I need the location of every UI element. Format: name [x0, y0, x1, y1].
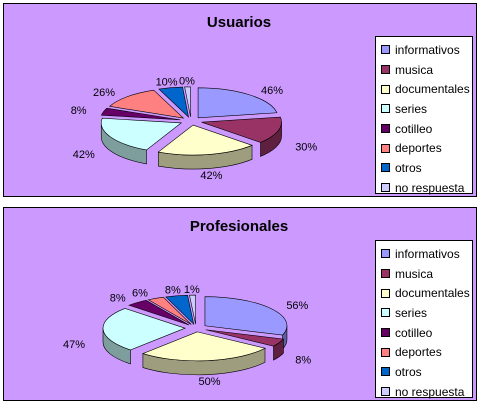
chart-title: Profesionales: [189, 218, 289, 235]
legend-label: musica: [395, 266, 434, 281]
pie-chart-profesionales: 56%8%50%47%8% 6% 8% 1%: [63, 284, 311, 388]
data-label: 42%: [200, 170, 222, 182]
pie-slice-informativos: [197, 87, 278, 119]
legend-item: deportes: [376, 342, 472, 362]
legend-swatch: [381, 45, 390, 55]
legend-swatch: [381, 183, 390, 193]
legend-label: cotilleo: [395, 325, 433, 340]
pie-slice-otros: [158, 86, 190, 118]
legend-item: otros: [376, 158, 472, 178]
legend-label: no respuesta: [395, 384, 465, 399]
pie-slice-documentales: [157, 124, 253, 156]
data-label: 56%: [286, 300, 308, 312]
pie-slice-documentales: [142, 331, 266, 362]
pie-slice-no-respuesta: [189, 294, 196, 325]
legend-swatch: [381, 308, 390, 318]
legend-swatch: [381, 65, 390, 75]
chart-panel-usuarios: Usuarios 46% 30% 42% 42% 8% 26% 10% 0% informat…: [3, 3, 477, 197]
legend-swatch: [381, 288, 390, 298]
pie-chart-usuarios: 46% 30% 42% 42% 8% 26% 10% 0%: [71, 75, 318, 182]
pie-slice-deportes: [108, 89, 185, 119]
data-label: 1%: [184, 284, 200, 296]
pie-slice-informativos: [204, 296, 288, 336]
legend: informativos musica documentales series coti…: [375, 36, 473, 195]
data-label: 6%: [132, 288, 148, 300]
legend-label: otros: [395, 160, 422, 175]
pie-slice-musica: [205, 329, 285, 347]
legend-label: series: [395, 305, 428, 320]
legend-swatch: [381, 328, 390, 338]
legend-swatch: [381, 249, 390, 259]
data-label: 8%: [165, 285, 181, 297]
legend-label: musica: [395, 62, 434, 77]
pie-slice-cotilleo: [100, 107, 181, 121]
legend-label: series: [395, 101, 428, 116]
data-label: 8%: [295, 355, 311, 367]
legend-swatch: [381, 367, 390, 377]
legend-item: documentales: [376, 283, 472, 303]
legend-swatch: [381, 84, 390, 94]
legend-label: documentales: [395, 286, 470, 301]
data-label: 10%: [156, 76, 178, 88]
legend-item: informativos: [376, 40, 472, 60]
legend-item: cotilleo: [376, 323, 472, 343]
data-label: 30%: [295, 141, 317, 153]
legend-swatch: [381, 143, 390, 153]
pie-slice-series: [100, 117, 183, 151]
legend-label: cotilleo: [395, 121, 433, 136]
legend-item: series: [376, 99, 472, 119]
data-label: 8%: [71, 105, 87, 117]
legend-item: musica: [376, 264, 472, 284]
data-label: 42%: [73, 149, 95, 161]
legend-swatch: [381, 124, 390, 134]
legend: informativos musica documentales series coti…: [375, 240, 473, 399]
legend-swatch: [381, 104, 390, 114]
data-label: 0%: [179, 75, 195, 87]
chart-panel-profesionales: Profesionales 56% 8% 50% 47% 8% 6% 8% 1% inform…: [3, 207, 477, 401]
legend-item: deportes: [376, 138, 472, 158]
legend-item: no respuesta: [376, 382, 472, 402]
pie-slice-musica: [201, 116, 282, 143]
data-label: 50%: [199, 376, 221, 388]
legend-swatch: [381, 387, 390, 397]
legend-item: cotilleo: [376, 119, 472, 139]
legend-label: no respuesta: [395, 180, 465, 195]
legend-item: documentales: [376, 79, 472, 99]
pie-slice-no-respuesta: [184, 86, 191, 117]
pie-slice-cotilleo: [128, 299, 190, 326]
legend-item: informativos: [376, 244, 472, 264]
pie-slice-series: [102, 308, 186, 351]
legend-item: no respuesta: [376, 178, 472, 198]
legend-label: deportes: [395, 345, 442, 360]
legend-swatch: [381, 269, 390, 279]
legend-item: series: [376, 303, 472, 323]
legend-label: documentales: [395, 82, 470, 97]
pie-slice-otros: [165, 294, 195, 326]
pie-slice-deportes: [147, 296, 192, 325]
chart-title: Usuarios: [206, 14, 272, 31]
data-label: 46%: [261, 85, 283, 97]
legend-label: informativos: [395, 246, 460, 261]
legend-swatch: [381, 347, 390, 357]
legend-swatch: [381, 163, 390, 173]
data-label: 26%: [93, 87, 115, 99]
legend-label: deportes: [395, 141, 442, 156]
legend-item: otros: [376, 362, 472, 382]
legend-label: informativos: [395, 42, 460, 57]
legend-item: musica: [376, 60, 472, 80]
data-label: 47%: [63, 339, 85, 351]
legend-label: otros: [395, 364, 422, 379]
data-label: 8%: [110, 293, 126, 305]
